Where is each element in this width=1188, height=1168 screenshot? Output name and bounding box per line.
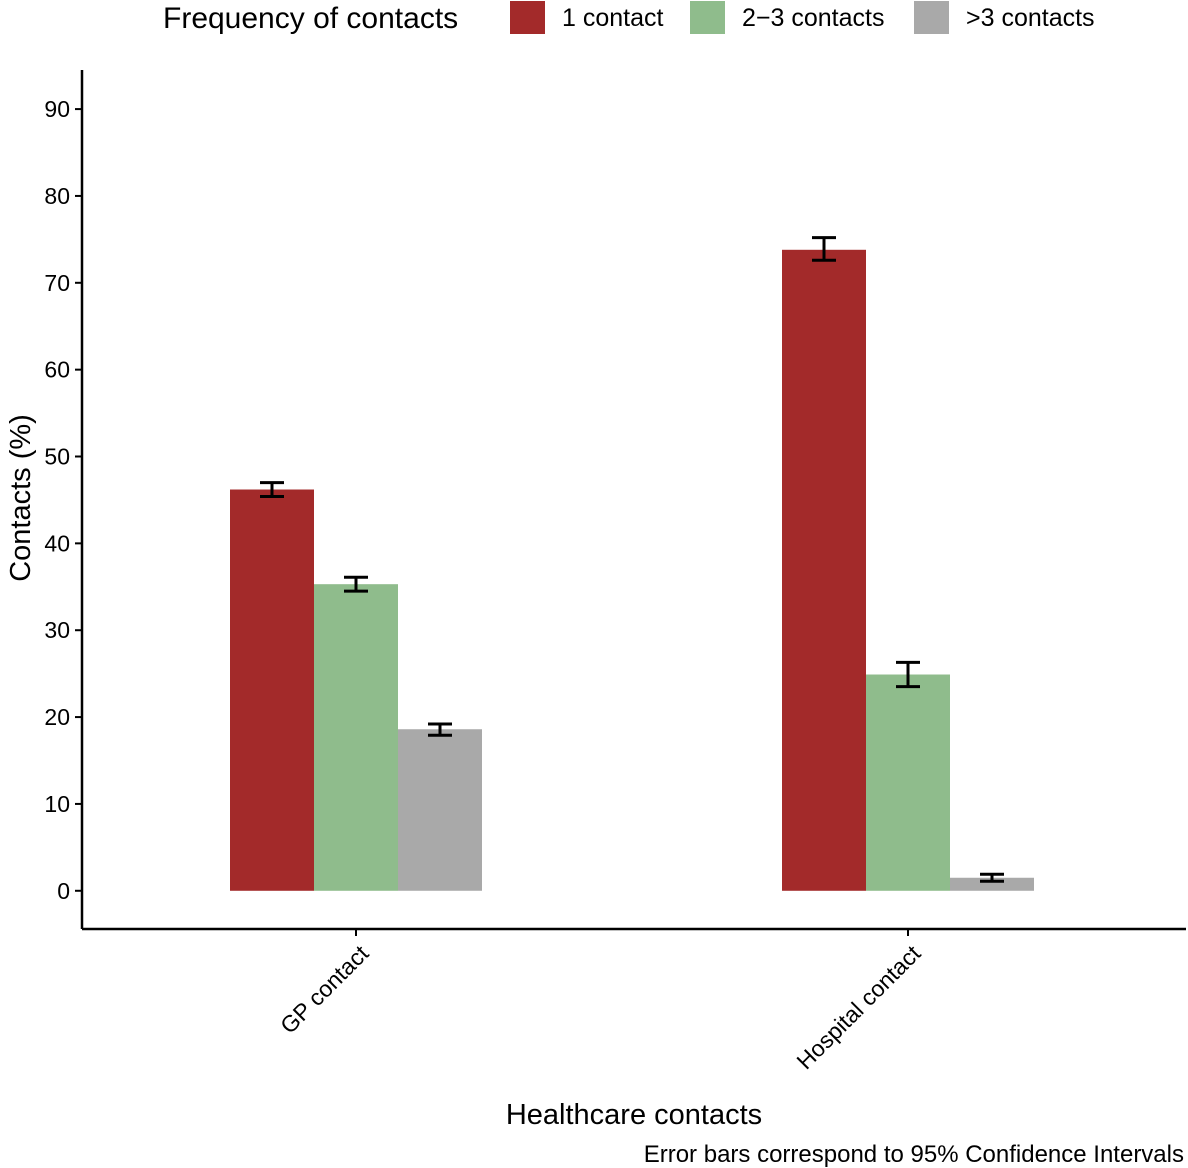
legend-label-1: 2−3 contacts (742, 4, 884, 32)
x-axis-label: Healthcare contacts (506, 1099, 762, 1131)
error-bar-0-0 (260, 481, 284, 498)
x-axis: GP contact Hospital contact (82, 927, 1186, 1075)
x-tick-label-1: Hospital contact (791, 940, 926, 1075)
error-bar-1-2 (980, 872, 1004, 883)
legend: Frequency of contacts 1 contact 2−3 conta… (163, 1, 1095, 35)
y-tick-label-6: 60 (44, 357, 70, 383)
legend-label-0: 1 contact (562, 4, 664, 32)
bar-1-1 (866, 674, 950, 891)
chart-caption: Error bars correspond to 95% Confidence … (644, 1141, 1184, 1168)
y-tick-label-9: 90 (44, 96, 70, 122)
bar-1-0 (782, 249, 866, 891)
plot-area: 0 10 20 30 40 50 60 70 80 90 GP contact Hospital c… (44, 70, 1186, 1074)
bar-0-2 (398, 729, 482, 891)
y-tick-label-2: 20 (44, 704, 70, 730)
x-tick-label-0: GP contact (275, 940, 374, 1039)
y-tick-label-4: 40 (44, 530, 70, 556)
y-tick-label-3: 30 (44, 617, 70, 643)
error-bar-1-1 (896, 660, 920, 689)
y-axis: 0 10 20 30 40 50 60 70 80 90 (44, 70, 84, 929)
y-tick-label-8: 80 (44, 183, 70, 209)
legend-swatch-1 (690, 1, 725, 34)
y-tick-label-5: 50 (44, 444, 70, 470)
y-tick-label-0: 0 (57, 878, 70, 904)
bar-0-0 (230, 489, 314, 891)
bar-1-2 (950, 877, 1034, 891)
y-axis-label: Contacts (%) (5, 414, 37, 582)
legend-label-2: >3 contacts (966, 4, 1095, 32)
error-bar-1-0 (812, 236, 836, 262)
legend-swatch-2 (914, 1, 949, 34)
legend-title: Frequency of contacts (163, 2, 458, 35)
error-bar-0-1 (344, 575, 368, 593)
legend-item-0: 1 contact (510, 1, 664, 34)
y-tick-label-7: 70 (44, 270, 70, 296)
y-tick-label-1: 10 (44, 791, 70, 817)
legend-swatch-0 (510, 1, 545, 34)
bar-0-1 (314, 584, 398, 891)
legend-item-2: >3 contacts (914, 1, 1095, 34)
legend-item-1: 2−3 contacts (690, 1, 884, 34)
error-bar-0-2 (428, 722, 452, 737)
